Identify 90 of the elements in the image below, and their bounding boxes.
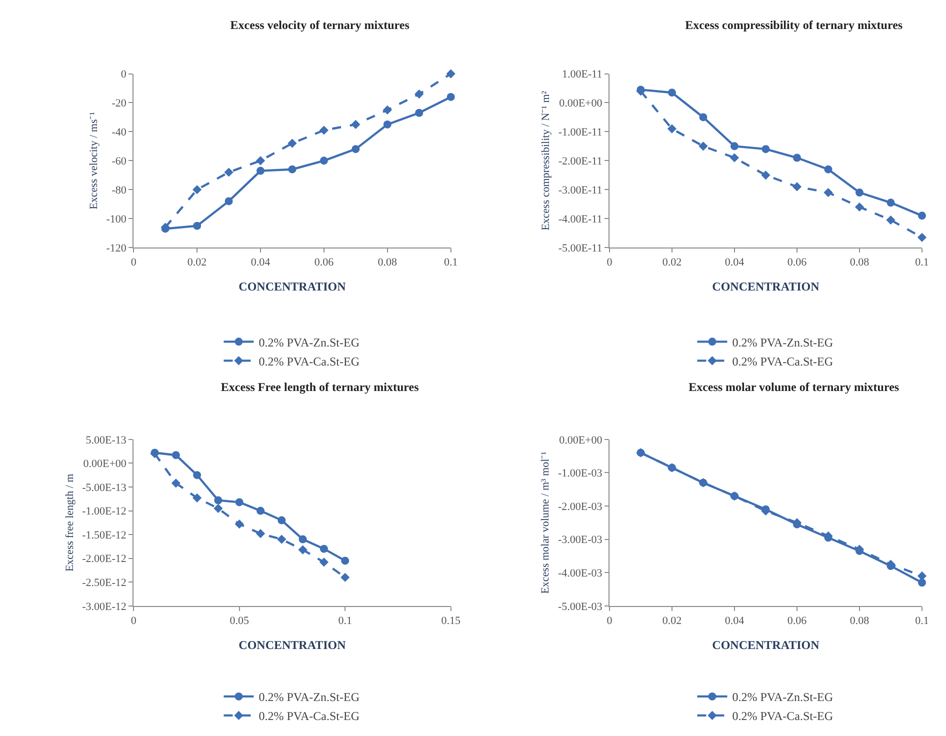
point bbox=[917, 571, 927, 580]
legend-label: 0.2% PVA-Zn.St-EG bbox=[732, 690, 834, 704]
point bbox=[224, 168, 234, 177]
x-tick-label: 0 bbox=[606, 615, 613, 628]
point bbox=[288, 165, 296, 174]
point bbox=[352, 145, 360, 154]
x-tick-label: 0.1 bbox=[338, 615, 352, 628]
point bbox=[446, 69, 456, 78]
x-axis-title: CONCENTRATION bbox=[712, 280, 820, 294]
x-tick-label: 0.1 bbox=[444, 256, 458, 269]
x-tick-label: 0.15 bbox=[441, 615, 461, 628]
x-tick-label: 0.04 bbox=[724, 615, 745, 628]
y-axis-title: Excess free length / m bbox=[64, 473, 76, 572]
y-tick-label: -5.00E-13 bbox=[82, 482, 127, 494]
legend-label: 0.2% PVA-Ca.St-EG bbox=[258, 354, 360, 368]
y-tick-label: -1.00E-11 bbox=[558, 126, 602, 139]
chart-title: Excess molar volume of ternary mixtures bbox=[688, 380, 900, 394]
y-tick-label: -20 bbox=[112, 98, 127, 110]
y-tick-label: -80 bbox=[112, 184, 127, 196]
point bbox=[918, 578, 926, 587]
y-tick-label: -1.50E-12 bbox=[82, 529, 126, 542]
y-tick-label: 1.00E-11 bbox=[562, 68, 602, 81]
legend-label: 0.2% PVA-Zn.St-EG bbox=[732, 335, 834, 350]
y-tick-label: -2.50E-12 bbox=[82, 576, 126, 589]
chart-title: Excess Free length of ternary mixtures bbox=[220, 380, 420, 394]
x-tick-label: 0 bbox=[606, 256, 613, 269]
point bbox=[446, 92, 455, 101]
x-tick-label: 0.08 bbox=[850, 615, 870, 628]
y-tick-label: -3.00E-12 bbox=[82, 600, 126, 613]
x-tick-label: 0.08 bbox=[378, 256, 398, 269]
y-tick-label: 5.00E-13 bbox=[86, 434, 127, 446]
x-tick-label: 0.1 bbox=[915, 256, 929, 269]
y-tick-label: -40 bbox=[112, 126, 127, 139]
y-tick-label: 0.00E+00 bbox=[559, 98, 603, 110]
x-axis-title: CONCENTRATION bbox=[238, 638, 346, 652]
x-axis-title: CONCENTRATION bbox=[712, 638, 820, 652]
point bbox=[256, 166, 265, 175]
x-tick-label: 0 bbox=[130, 256, 137, 269]
y-tick-label: -2.00E-03 bbox=[558, 500, 603, 513]
chart-title: Excess compressibility of ternary mixtures bbox=[685, 18, 903, 32]
x-tick-label: 0.06 bbox=[314, 256, 334, 269]
y-tick-label: -4.00E-11 bbox=[558, 213, 602, 226]
x-tick-label: 0.04 bbox=[724, 256, 745, 269]
point bbox=[383, 120, 392, 128]
x-tick-label: 0.02 bbox=[662, 615, 682, 628]
x-tick-label: 0.02 bbox=[187, 256, 207, 269]
point bbox=[256, 156, 266, 166]
chart-title: Excess velocity of ternary mixtures bbox=[230, 18, 410, 32]
x-tick-label: 0.06 bbox=[787, 256, 808, 269]
y-tick-label: -1.00E-03 bbox=[558, 468, 603, 480]
legend-label: 0.2% PVA-Ca.St-EG bbox=[258, 709, 360, 724]
y-tick-label: -2.00E-11 bbox=[558, 156, 602, 168]
point bbox=[288, 138, 297, 148]
x-tick-label: 0.06 bbox=[787, 615, 808, 628]
y-tick-label: -60 bbox=[112, 156, 127, 168]
y-tick-label: -3.00E-03 bbox=[558, 534, 603, 546]
x-tick-label: 0.02 bbox=[662, 256, 682, 269]
point bbox=[382, 105, 392, 115]
y-tick-label: -5.00E-11 bbox=[558, 242, 602, 254]
y-tick-label: -2.00E-12 bbox=[82, 553, 126, 566]
point bbox=[320, 156, 328, 165]
y-tick-label: -5.00E-03 bbox=[558, 600, 603, 613]
y-tick-label: -120 bbox=[106, 242, 127, 254]
point bbox=[319, 126, 328, 135]
point bbox=[351, 120, 360, 130]
x-tick-label: 0 bbox=[130, 615, 137, 628]
y-tick-label: -1.00E-12 bbox=[82, 506, 126, 518]
y-tick-label: 0.00E+00 bbox=[83, 458, 127, 470]
y-tick-label: 0.00E+00 bbox=[559, 434, 603, 446]
y-tick-label: -100 bbox=[106, 213, 127, 226]
x-tick-label: 0.08 bbox=[850, 256, 870, 269]
legend-label: 0.2% PVA-Zn.St-EG bbox=[258, 335, 360, 350]
x-tick-label: 0.04 bbox=[250, 256, 271, 269]
point bbox=[192, 185, 202, 194]
y-axis-title: Excess molar volume / m³ mol⁻¹ bbox=[540, 452, 552, 594]
point bbox=[415, 108, 424, 117]
point bbox=[414, 90, 424, 99]
x-tick-label: 0.1 bbox=[915, 615, 929, 628]
y-tick-label: -4.00E-03 bbox=[558, 567, 603, 580]
point bbox=[224, 197, 233, 206]
x-tick-label: 0.05 bbox=[230, 615, 250, 628]
x-axis-title: CONCENTRATION bbox=[238, 280, 346, 294]
y-axis-title: Excess velocity / ms⁻¹ bbox=[88, 112, 100, 210]
y-tick-label: 0 bbox=[120, 68, 127, 81]
legend-label: 0.2% PVA-Ca.St-EG bbox=[732, 709, 834, 724]
y-axis-title: Excess compressibility / N⁻¹ m² bbox=[540, 90, 552, 230]
y-tick-label: -3.00E-11 bbox=[558, 184, 602, 196]
point bbox=[193, 222, 202, 230]
legend-label: 0.2% PVA-Ca.St-EG bbox=[732, 354, 834, 368]
legend-label: 0.2% PVA-Zn.St-EG bbox=[258, 690, 360, 704]
